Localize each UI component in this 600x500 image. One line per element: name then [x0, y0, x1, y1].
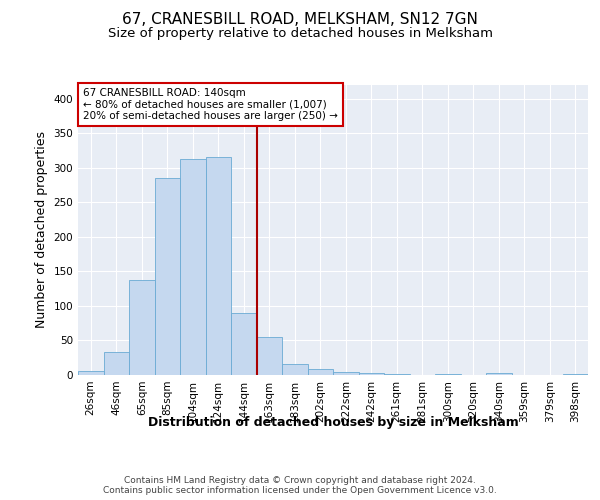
- Bar: [129, 280, 155, 375]
- Bar: [104, 352, 129, 375]
- Text: Distribution of detached houses by size in Melksham: Distribution of detached houses by size …: [148, 416, 518, 429]
- Bar: [435, 374, 461, 375]
- Bar: [486, 373, 511, 375]
- Bar: [155, 178, 180, 375]
- Y-axis label: Number of detached properties: Number of detached properties: [35, 132, 48, 328]
- Bar: [359, 373, 384, 375]
- Text: Contains HM Land Registry data © Crown copyright and database right 2024.
Contai: Contains HM Land Registry data © Crown c…: [103, 476, 497, 495]
- Text: 67 CRANESBILL ROAD: 140sqm
← 80% of detached houses are smaller (1,007)
20% of s: 67 CRANESBILL ROAD: 140sqm ← 80% of deta…: [83, 88, 338, 121]
- Text: 67, CRANESBILL ROAD, MELKSHAM, SN12 7GN: 67, CRANESBILL ROAD, MELKSHAM, SN12 7GN: [122, 12, 478, 28]
- Bar: [333, 372, 359, 375]
- Bar: [180, 159, 205, 375]
- Bar: [78, 371, 104, 375]
- Bar: [231, 313, 257, 375]
- Bar: [282, 364, 308, 375]
- Bar: [257, 337, 282, 375]
- Bar: [384, 374, 409, 375]
- Bar: [205, 157, 231, 375]
- Bar: [563, 374, 588, 375]
- Bar: [308, 369, 333, 375]
- Text: Size of property relative to detached houses in Melksham: Size of property relative to detached ho…: [107, 28, 493, 40]
